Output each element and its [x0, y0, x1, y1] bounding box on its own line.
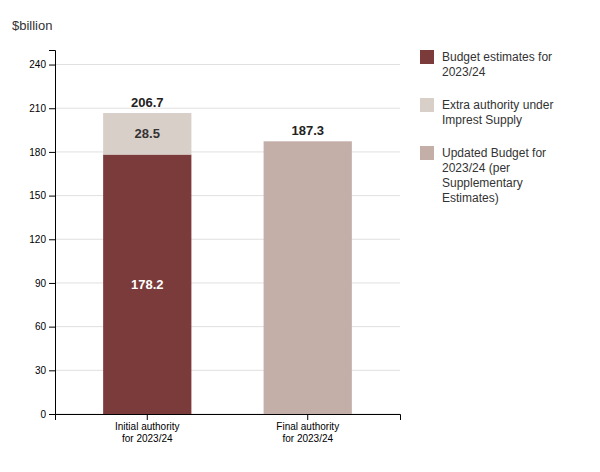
grid — [55, 65, 400, 414]
x-tick-label-line: for 2023/24 — [122, 433, 173, 444]
grid-line — [55, 108, 400, 109]
x-axis: Initial authorityfor 2023/24Final author… — [56, 414, 401, 444]
legend-label: Extra authority underImprest Supply — [442, 98, 553, 127]
total-label: 206.7 — [131, 95, 164, 110]
y-tick: 60 — [35, 321, 55, 332]
y-tick-mark — [49, 196, 55, 197]
x-tick-label-line: for 2023/24 — [282, 433, 333, 444]
grid-line — [55, 64, 400, 65]
x-tick-label: Initial authorityfor 2023/24 — [115, 421, 179, 444]
data-label: 28.5 — [135, 126, 160, 141]
x-tick-label: Final authorityfor 2023/24 — [276, 421, 339, 444]
chart: 0306090120150180210240Initial authorityf… — [0, 0, 600, 472]
y-tick-label: 0 — [40, 409, 46, 420]
legend-label: Updated Budget for2023/24 (perSupplement… — [442, 146, 546, 205]
bar — [264, 141, 352, 414]
y-tick: 240 — [29, 59, 55, 70]
legend-swatch — [420, 50, 434, 64]
y-tick-mark — [49, 370, 55, 371]
y-tick-mark — [49, 108, 55, 109]
x-tick: Final authorityfor 2023/24 — [276, 414, 339, 444]
legend-label-line: Supplementary — [442, 176, 523, 190]
y-tick-label: 120 — [29, 234, 46, 245]
y-tick-label: 150 — [29, 190, 46, 201]
y-tick: 120 — [29, 234, 55, 245]
legend-label-line: 2023/24 (per — [442, 161, 510, 175]
y-tick: 90 — [35, 278, 55, 289]
y-tick-mark — [49, 65, 55, 66]
y-tick-label: 240 — [29, 59, 46, 70]
y-tick: 210 — [29, 103, 55, 114]
y-tick: 180 — [29, 147, 55, 158]
legend-item: Extra authority underImprest Supply — [420, 98, 553, 127]
y-tick-mark — [49, 414, 55, 415]
legend-label-line: Extra authority under — [442, 98, 553, 112]
y-tick-mark — [49, 239, 55, 240]
y-tick: 150 — [29, 190, 55, 201]
bars — [103, 113, 352, 414]
x-tick-mark — [307, 414, 308, 420]
legend-swatch — [420, 146, 434, 160]
x-tick-label-line: Initial authority — [115, 421, 179, 432]
y-tick-label: 210 — [29, 103, 46, 114]
y-axis-line — [49, 51, 56, 415]
y-tick-label: 90 — [35, 278, 47, 289]
legend-item: Updated Budget for2023/24 (perSupplement… — [420, 146, 546, 205]
data-labels: 178.2 28.5 187.3 206.7 — [131, 95, 324, 292]
x-axis-line — [56, 415, 401, 421]
legend-label-line: Updated Budget for — [442, 146, 546, 160]
bar — [103, 113, 191, 154]
legend-label-line: Imprest Supply — [442, 113, 522, 127]
y-tick-label: 60 — [35, 321, 47, 332]
legend: Budget estimates for2023/24 Extra authori… — [420, 50, 553, 205]
y-tick-label: 180 — [29, 147, 46, 158]
data-label: 187.3 — [291, 123, 324, 138]
y-tick-mark — [49, 327, 55, 328]
x-tick-mark — [147, 414, 148, 420]
y-tick-mark — [49, 152, 55, 153]
y-axis-label: $billion — [12, 18, 52, 33]
y-tick: 0 — [40, 409, 55, 420]
legend-label-line: 2023/24 — [442, 65, 486, 79]
y-axis: 0 30 60 90 120 150 180 210 240 — [29, 51, 55, 420]
legend-label: Budget estimates for2023/24 — [442, 50, 552, 79]
data-label: 178.2 — [131, 277, 164, 292]
legend-swatch — [420, 98, 434, 112]
y-tick-label: 30 — [35, 365, 47, 376]
x-tick: Initial authorityfor 2023/24 — [115, 414, 179, 444]
y-tick-mark — [49, 283, 55, 284]
y-tick: 30 — [35, 365, 55, 376]
bar — [103, 155, 191, 414]
legend-item: Budget estimates for2023/24 — [420, 50, 552, 79]
x-tick-label-line: Final authority — [276, 421, 339, 432]
plot-area: 0306090120150180210240Initial authorityf… — [29, 51, 400, 445]
legend-label-line: Budget estimates for — [442, 50, 552, 64]
legend-label-line: Estimates) — [442, 191, 499, 205]
